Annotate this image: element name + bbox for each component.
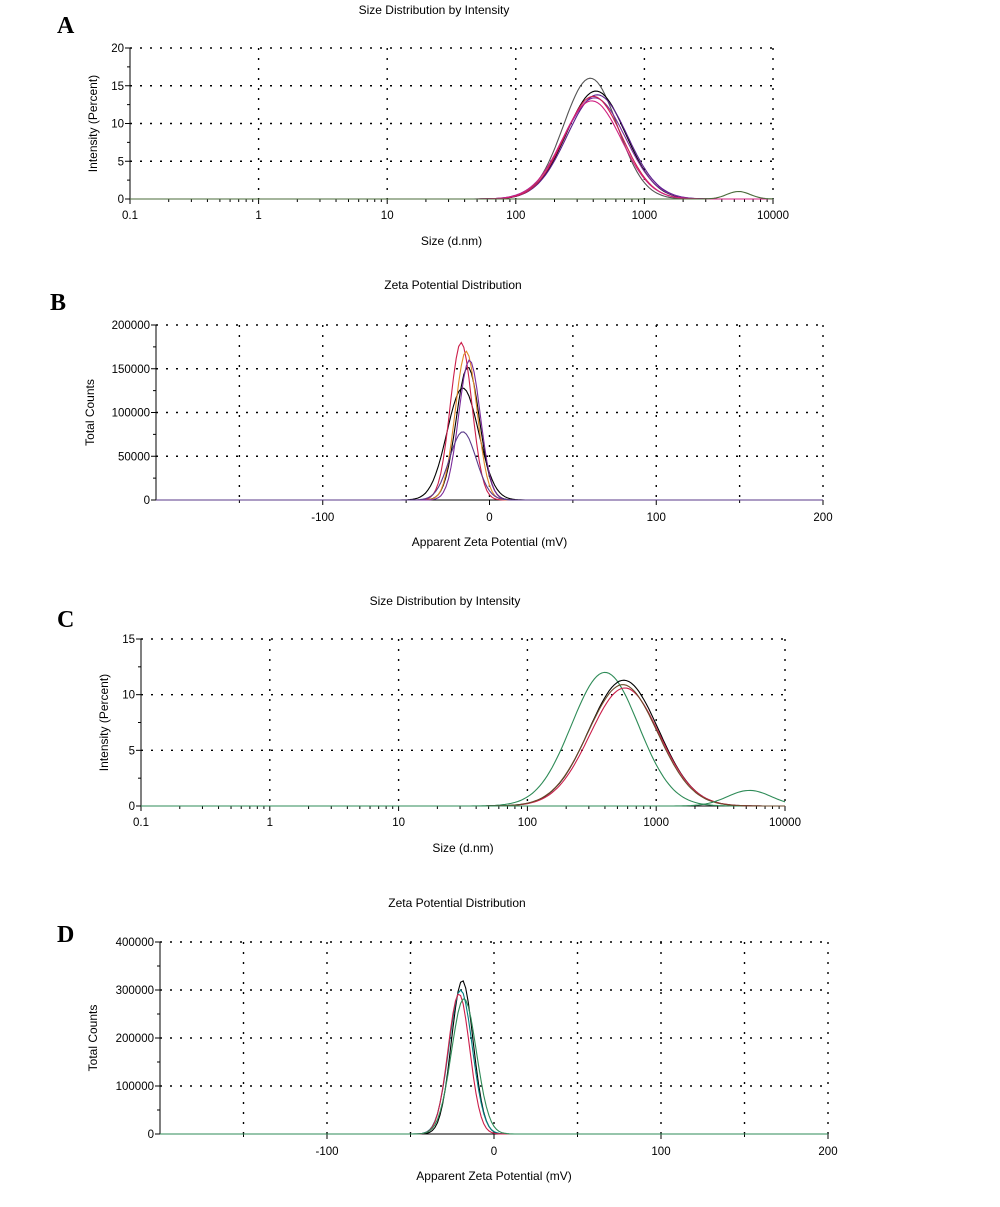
y-tick-label: 0 — [144, 495, 150, 507]
x-tick-label: 200 — [813, 512, 832, 524]
series-line — [130, 100, 773, 200]
x-tick-label: 1 — [267, 817, 273, 829]
y-tick-label: 10 — [111, 119, 124, 131]
series-line — [141, 684, 785, 807]
x-tick-label: 0.1 — [133, 817, 149, 829]
y-tick-label: 5 — [129, 745, 135, 757]
chart-panel-a: A Size Distribution by Intensity 0 5 10 15 20 0… — [57, 3, 789, 248]
y-tick-label: 50000 — [118, 451, 150, 463]
y-axis-label: Total Counts — [83, 379, 97, 446]
x-tick-label: 0 — [491, 1146, 497, 1158]
y-tick-label: 0 — [148, 1129, 154, 1141]
panel-label: D — [57, 922, 74, 948]
y-tick-label: 0 — [118, 194, 124, 206]
x-tick-label: 10 — [381, 210, 394, 222]
x-tick-label: 1 — [255, 210, 261, 222]
y-tick-label: 15 — [122, 634, 135, 646]
x-tick-label: -100 — [315, 1146, 338, 1158]
y-tick-label: 15 — [111, 81, 124, 93]
series-line — [156, 359, 823, 501]
y-tick-label: 5 — [118, 156, 124, 168]
series-line — [156, 431, 823, 501]
series-line — [156, 387, 823, 501]
x-axis-label: Apparent Zeta Potential (mV) — [412, 535, 567, 549]
chart-panel-c: C Size Distribution by Intensity 0 5 10 15 0.1… — [57, 594, 801, 855]
series-line — [130, 77, 773, 200]
y-tick-label: 10 — [122, 690, 135, 702]
y-tick-label: 100000 — [112, 408, 150, 420]
x-axis-label: Size (d.nm) — [421, 234, 482, 248]
y-axis-label: Total Counts — [86, 1005, 100, 1072]
chart-title: Size Distribution by Intensity — [370, 594, 521, 608]
chart-panel-d: D Zeta Potential Distribution 0 100000 20000… — [57, 896, 838, 1183]
y-tick-label: 0 — [129, 801, 135, 813]
y-tick-label: 20 — [111, 43, 124, 55]
series-line — [156, 366, 823, 501]
x-tick-label: 10000 — [769, 817, 801, 829]
series-line — [141, 789, 786, 807]
series-line — [141, 679, 785, 807]
x-axis-label: Apparent Zeta Potential (mV) — [416, 1169, 571, 1183]
x-tick-label: 100 — [647, 512, 666, 524]
x-tick-label: 100 — [506, 210, 525, 222]
x-tick-label: 1000 — [632, 210, 658, 222]
series-line — [160, 998, 828, 1135]
chart-title: Zeta Potential Distribution — [388, 896, 525, 910]
x-tick-label: 0.1 — [122, 210, 138, 222]
chart-title: Zeta Potential Distribution — [384, 278, 521, 292]
panel-label: B — [50, 290, 66, 316]
chart-panel-b: B Zeta Potential Distribution 0 50000 100000… — [50, 278, 833, 549]
y-axis-label: Intensity (Percent) — [97, 674, 111, 771]
x-tick-label: 1000 — [643, 817, 669, 829]
y-tick-label: 300000 — [116, 985, 154, 997]
panel-label: C — [57, 607, 74, 633]
y-axis-label: Intensity (Percent) — [86, 75, 100, 172]
series-line — [130, 190, 774, 200]
y-tick-label: 400000 — [116, 937, 154, 949]
x-tick-label: 100 — [518, 817, 537, 829]
x-tick-label: 200 — [818, 1146, 837, 1158]
panel-label: A — [57, 13, 75, 39]
y-tick-label: 200000 — [116, 1033, 154, 1045]
x-tick-label: 100 — [651, 1146, 670, 1158]
series-line — [130, 95, 773, 200]
series-line — [130, 97, 773, 200]
y-tick-label: 100000 — [116, 1081, 154, 1093]
x-axis-label: Size (d.nm) — [432, 841, 493, 855]
series-line — [141, 687, 785, 807]
x-tick-label: -100 — [311, 512, 334, 524]
x-tick-label: 0 — [486, 512, 492, 524]
y-tick-label: 150000 — [112, 364, 150, 376]
series-line — [130, 90, 773, 200]
y-tick-label: 200000 — [112, 320, 150, 332]
chart-title: Size Distribution by Intensity — [359, 3, 510, 17]
x-tick-label: 10 — [392, 817, 405, 829]
x-tick-label: 10000 — [757, 210, 789, 222]
series-line — [130, 94, 773, 200]
